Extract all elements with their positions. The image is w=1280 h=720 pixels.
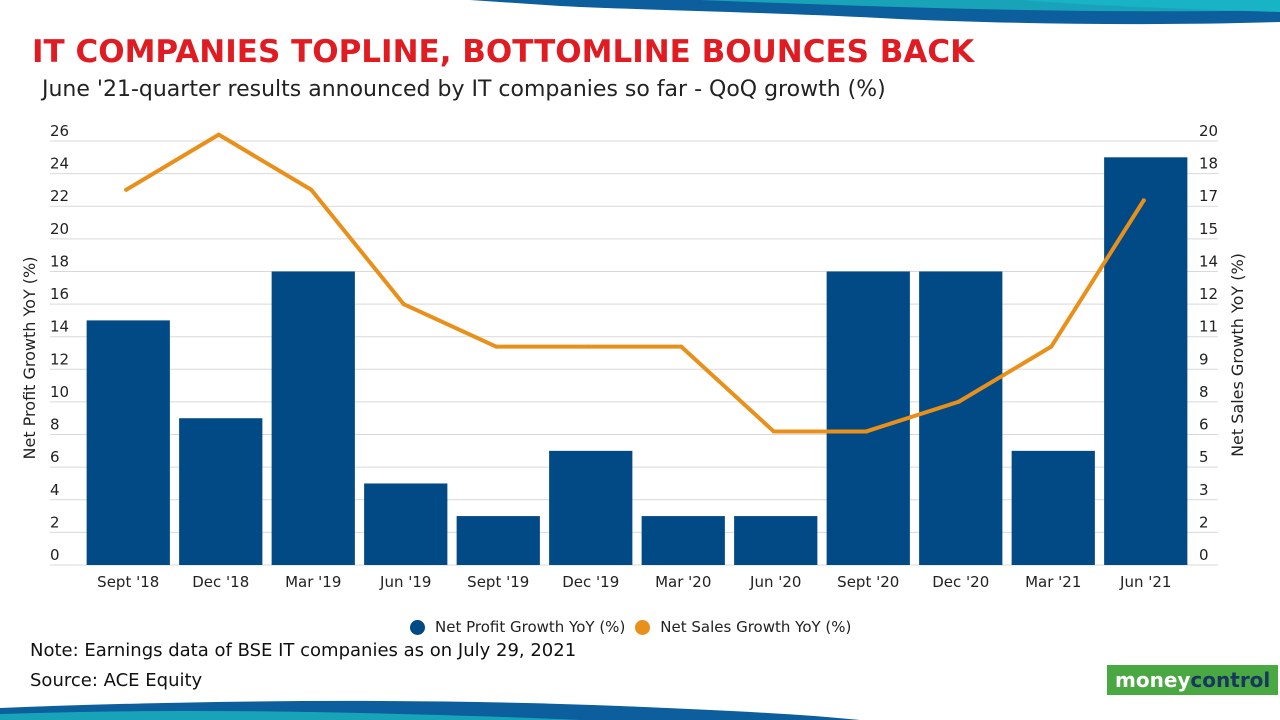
right-tick-label: 15 [1199,220,1218,238]
x-tick-label: Jun '21 [1119,573,1171,591]
moneycontrol-logo: moneycontrol [1107,665,1279,695]
left-tick-label: 18 [50,252,69,270]
line-point-net-sales [679,344,684,349]
left-tick-label: 20 [50,220,69,238]
bar-net-profit [456,516,540,565]
right-tick-label: 5 [1199,448,1209,466]
line-point-net-sales [1141,198,1146,203]
source-note: Source: ACE Equity [30,670,203,691]
bar-net-profit [919,271,1003,565]
chart-subtitle: June '21-quarter results announced by IT… [42,77,886,102]
line-point-net-sales [124,187,129,192]
line-point-net-sales [771,429,776,434]
right-tick-label: 2 [1199,513,1209,531]
right-tick-label: 9 [1199,350,1209,368]
left-tick-label: 24 [50,155,69,173]
left-tick-label: 0 [50,546,60,564]
right-tick-label: 14 [1199,252,1218,270]
left-tick-label: 16 [50,285,69,303]
x-tick-label: Mar '20 [655,573,711,591]
right-tick-label: 20 [1199,122,1218,140]
line-series [124,132,1146,434]
legend-marker-line [635,619,651,635]
bar-net-profit [826,271,910,565]
logo-text-money: money [1115,668,1191,692]
x-axis-ticks: Sept '18 Dec '18 Mar '19 Jun '19 Sept '19 Dec… [97,573,1171,591]
line-point-net-sales [494,344,499,349]
bar-net-profit [549,450,633,565]
bar-net-profit [179,418,263,565]
legend-label-net-profit: Net Profit Growth YoY (%) [435,618,626,636]
bar-net-profit [1011,450,1095,565]
line-point-net-sales [864,429,869,434]
line-point-net-sales [956,399,961,404]
line-point-net-sales [586,344,591,349]
left-tick-label: 2 [50,513,60,531]
right-tick-label: 11 [1199,318,1218,336]
bar-net-profit [734,516,818,565]
x-tick-label: Dec '18 [192,573,249,591]
line-point-net-sales [1049,344,1054,349]
left-tick-label: 6 [50,448,60,466]
legend-item-net-sales: Net Sales Growth YoY (%) [635,618,851,636]
bar-net-profit [364,483,448,565]
bar-net-profit [86,320,170,565]
right-tick-label: 0 [1199,546,1209,564]
legend-label-net-sales: Net Sales Growth YoY (%) [660,618,852,636]
left-tick-label: 10 [50,383,69,401]
left-tick-label: 12 [50,350,69,368]
x-tick-label: Sept '18 [97,573,159,591]
left-tick-label: 4 [50,481,60,499]
bar-series [86,157,1188,566]
x-tick-label: Dec '20 [932,573,989,591]
line-net-sales [124,132,1146,434]
right-tick-label: 12 [1199,285,1218,303]
x-tick-label: Mar '19 [285,573,341,591]
right-tick-label: 8 [1199,383,1209,401]
right-tick-label: 17 [1199,187,1218,205]
left-tick-label: 26 [50,122,69,140]
left-tick-label: 8 [50,416,60,434]
legend-marker-bar [410,619,425,635]
chart-legend: Net Profit Growth YoY (%) Net Sales Grow… [410,618,861,636]
right-tick-label: 18 [1199,155,1218,173]
bar-net-profit [271,271,355,565]
legend-item-net-profit: Net Profit Growth YoY (%) [410,618,625,636]
bar-net-profit [641,516,725,565]
left-axis-label: Net Profit Growth YoY (%) [20,257,39,460]
x-tick-label: Sept '20 [837,573,899,591]
top-wave-decoration [470,0,1280,25]
footnote: Note: Earnings data of BSE IT companies … [30,640,577,661]
logo-text-control: control [1190,668,1271,692]
line-point-net-sales [216,132,221,137]
left-tick-label: 14 [50,318,69,336]
x-tick-label: Mar '21 [1025,573,1081,591]
x-tick-label: Jun '20 [749,573,801,591]
bottom-wave-decoration [0,700,860,720]
right-axis-ticks: 0 2 3 5 6 8 9 11 12 14 15 17 18 20 [1199,122,1218,564]
right-tick-label: 3 [1199,481,1209,499]
bar-net-profit [1104,157,1188,566]
line-point-net-sales [401,302,406,307]
left-tick-label: 22 [50,187,69,205]
x-tick-label: Jun '19 [379,573,431,591]
x-tick-label: Sept '19 [467,573,529,591]
x-tick-label: Dec '19 [562,573,619,591]
line-point-net-sales [309,187,314,192]
right-tick-label: 6 [1199,416,1209,434]
right-axis-label: Net Sales Growth YoY (%) [1228,253,1247,457]
chart-title: IT COMPANIES TOPLINE, BOTTOMLINE BOUNCES… [32,34,975,70]
